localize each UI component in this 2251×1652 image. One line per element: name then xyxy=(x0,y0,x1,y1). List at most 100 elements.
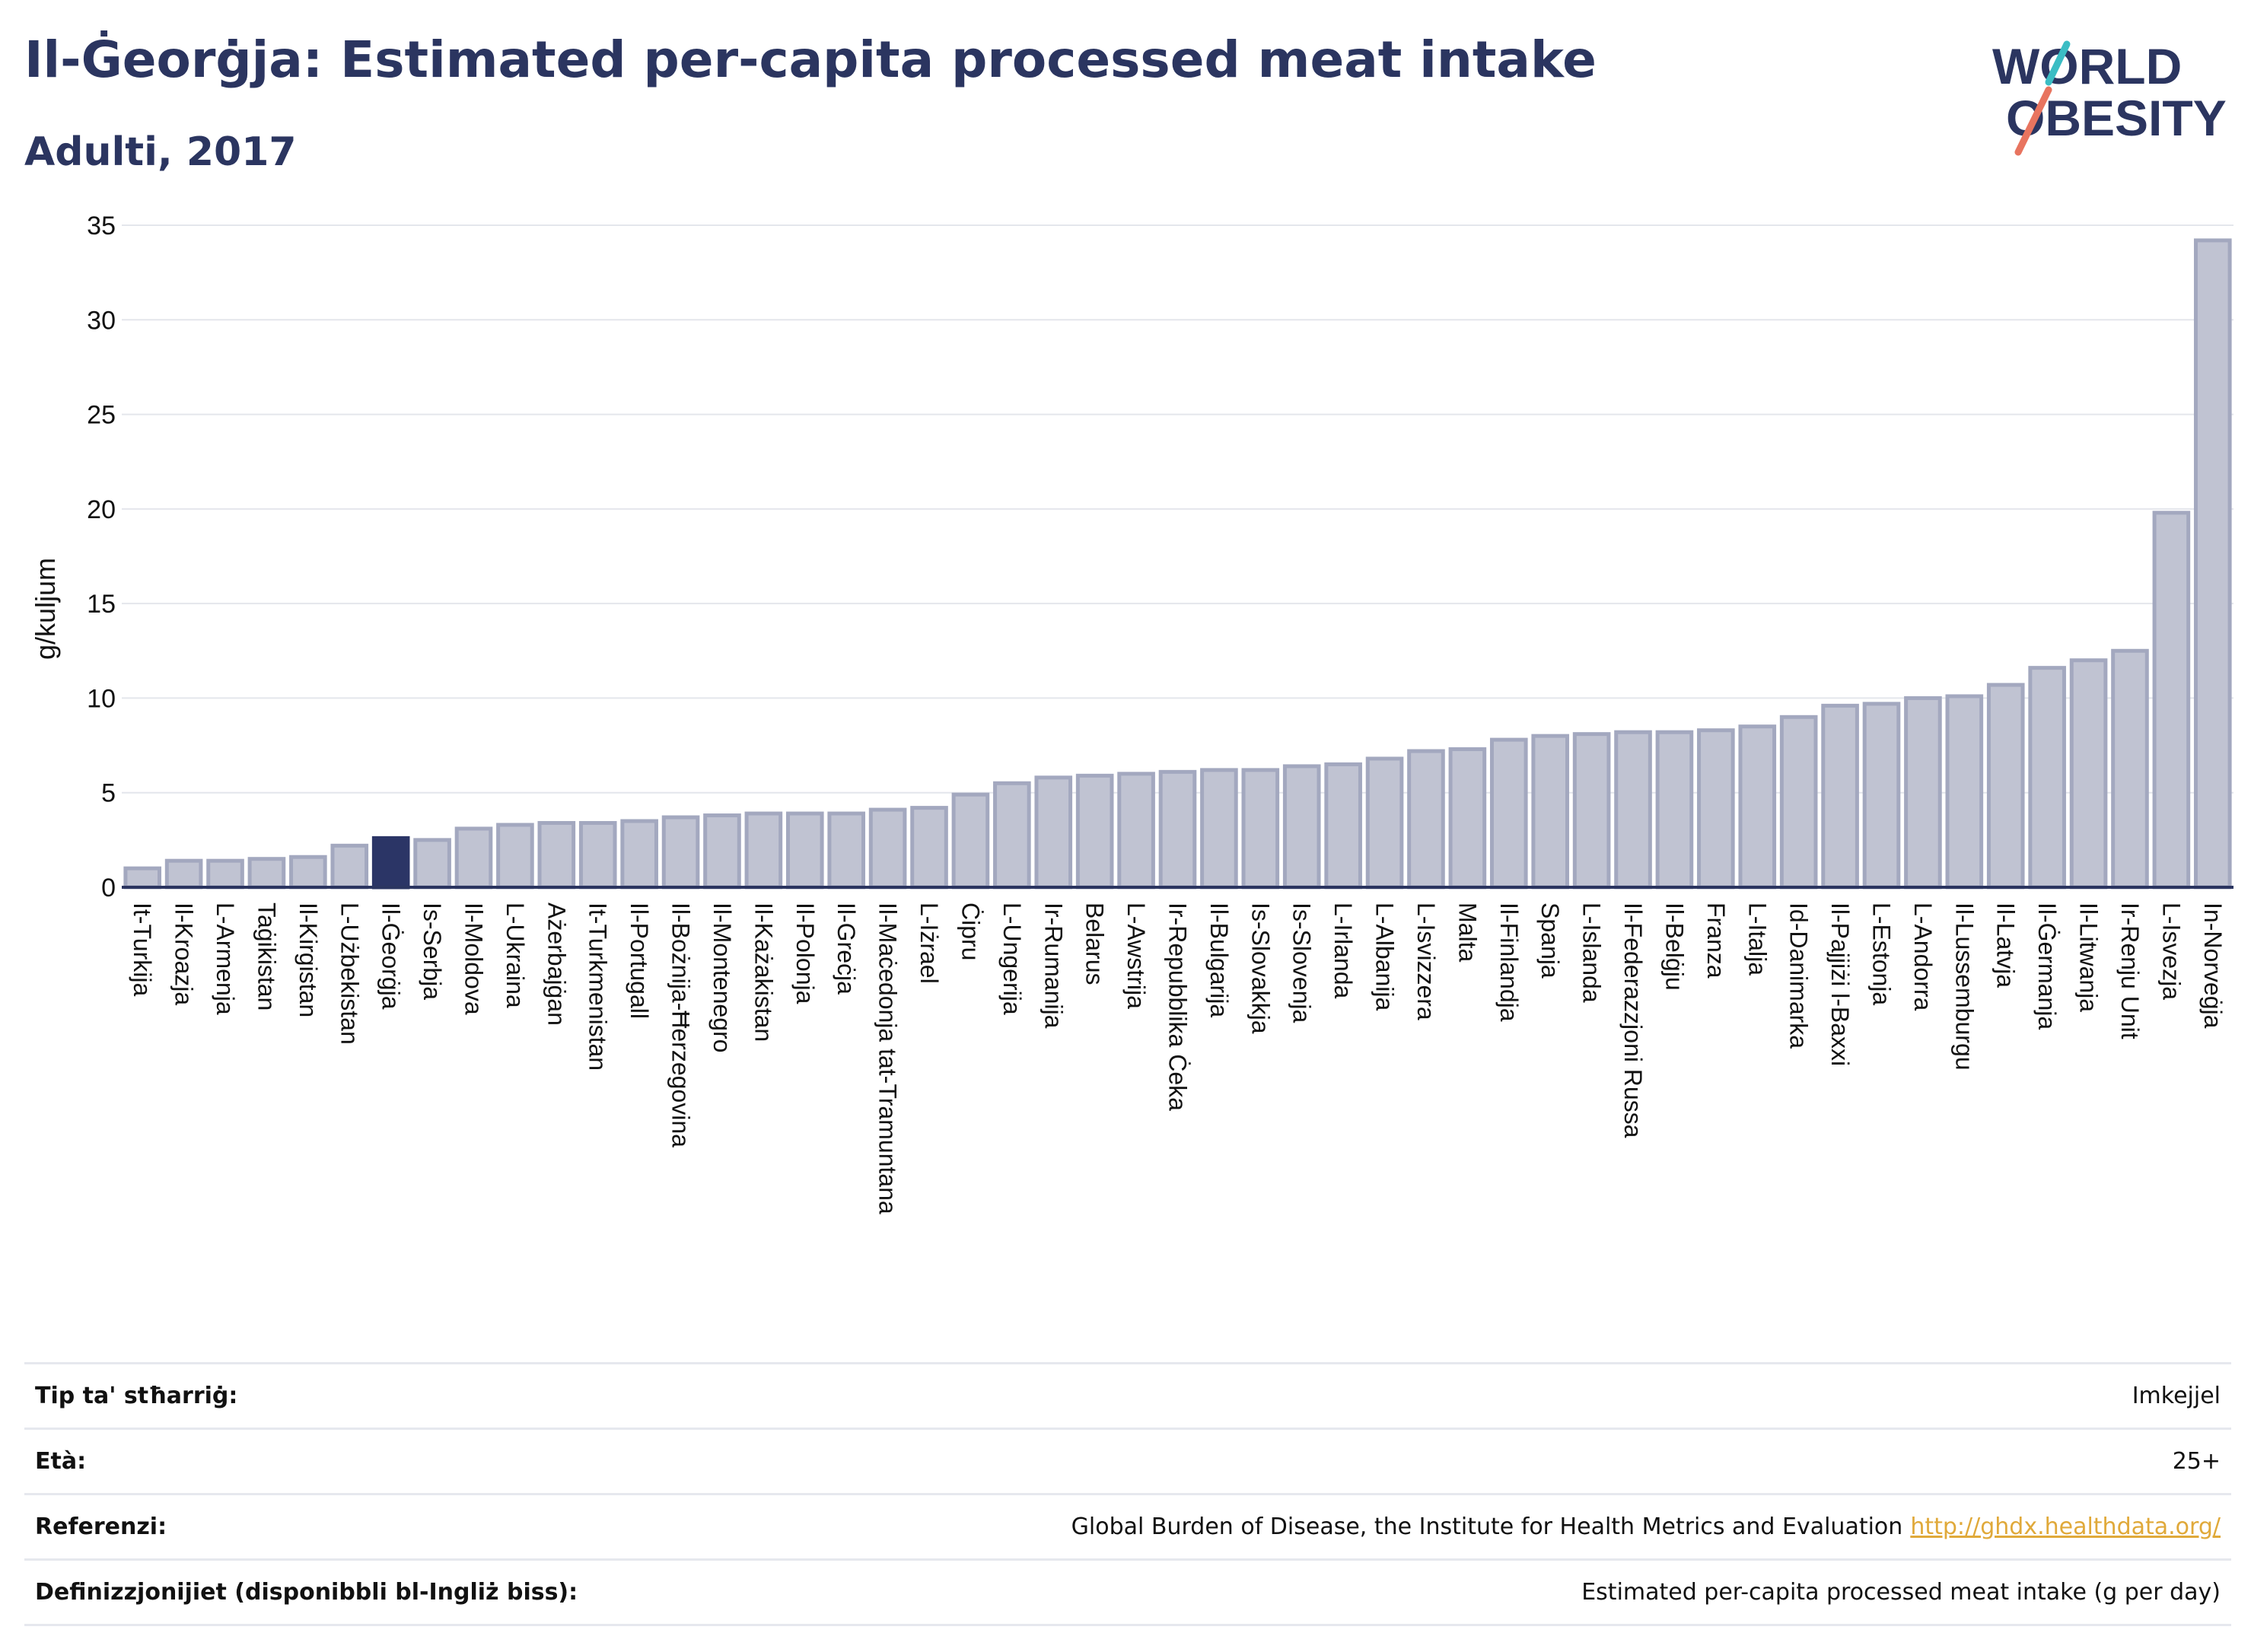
bar-Il-Polonja[interactable] xyxy=(785,811,824,890)
y-tick-label: 0 xyxy=(101,874,116,902)
bar-Ċipru[interactable] xyxy=(951,792,990,890)
x-tick-label: Il-Kroazja xyxy=(170,902,198,1005)
bar-Il-Kroazja[interactable] xyxy=(164,858,203,890)
x-tick-label: Il-Pajjiżi l-Baxxi xyxy=(1826,902,1854,1066)
y-tick-labels: 0 5 10 15 20 25 30 35 xyxy=(87,212,116,902)
bar-L-Irlanda[interactable] xyxy=(1324,762,1362,890)
info-label: Età: xyxy=(35,1448,87,1475)
bar-Il-Lussemburgu[interactable] xyxy=(1945,694,1984,890)
x-tick-label: Il-Belġju xyxy=(1660,902,1688,991)
bar-Il-Litwanja[interactable] xyxy=(2069,658,2108,890)
bar-Il-Kirgistan[interactable] xyxy=(289,855,327,890)
bar-Ir-Repubblika Ċeka[interactable] xyxy=(1158,769,1197,890)
info-value: Global Burden of Disease, the Institute … xyxy=(1071,1514,2221,1540)
bar-L-Estonja[interactable] xyxy=(1862,702,1901,890)
bar-Il-Bulgarija[interactable] xyxy=(1200,768,1238,890)
bar-Il-Montenegro[interactable] xyxy=(703,813,741,890)
bar-L-Isvezja[interactable] xyxy=(2152,511,2191,890)
x-tick-label: Belarus xyxy=(1081,902,1109,985)
x-tick-label: L-Isvizzera xyxy=(1412,902,1440,1020)
x-tick-label: Il-Ġermanja xyxy=(2033,902,2061,1030)
bar-Is-Serbja[interactable] xyxy=(413,838,451,890)
x-tick-label: Ir-Renju Unit xyxy=(2116,902,2144,1039)
x-tick-label: Il-Federazzjoni Russa xyxy=(1619,902,1647,1138)
x-tick-label: Taġikistan xyxy=(253,902,280,1011)
y-tick-label: 25 xyxy=(87,401,116,430)
bar-Il-Maċedonja tat-Tramuntana[interactable] xyxy=(868,807,907,890)
x-tick-label: Is-Slovakkja xyxy=(1246,902,1274,1034)
bar-Belarus[interactable] xyxy=(1075,773,1114,890)
x-tick-label: Il-Każakistan xyxy=(750,902,777,1042)
bar-Franza[interactable] xyxy=(1697,728,1735,890)
y-tick-label: 35 xyxy=(87,212,116,240)
bar-It-Turkija[interactable] xyxy=(123,866,162,890)
bar-L-Iżrael[interactable] xyxy=(910,806,948,890)
bar-L-Użbekistan[interactable] xyxy=(330,843,369,890)
bar-L-Islanda[interactable] xyxy=(1572,732,1611,890)
bar-Il-Latvja[interactable] xyxy=(1986,683,2025,890)
bars xyxy=(122,238,2233,890)
info-label: Definizzjonijiet (disponibbli bl-Ingliż … xyxy=(35,1579,578,1606)
x-tick-label: It-Turkija xyxy=(129,902,156,996)
bar-Il-Federazzjoni Russa[interactable] xyxy=(1614,730,1652,890)
bar-Ażerbajġan[interactable] xyxy=(537,820,576,890)
x-tick-label: Il-Maċedonja tat-Tramuntana xyxy=(874,902,902,1214)
bar-Il-Portugall[interactable] xyxy=(620,819,658,890)
bar-L-Albanija[interactable] xyxy=(1365,756,1404,890)
bar-Is-Slovenja[interactable] xyxy=(1282,764,1321,890)
x-tick-label: Ir-Repubblika Ċeka xyxy=(1164,902,1192,1111)
bar-It-Turkmenistan[interactable] xyxy=(578,820,617,890)
bar-L-Armenja[interactable] xyxy=(206,858,244,890)
x-tick-label: L-Ungerija xyxy=(998,902,1026,1015)
x-tick-label: L-Armenja xyxy=(212,902,239,1015)
bar-Ir-Rumanija[interactable] xyxy=(1034,775,1073,890)
bar-Il-Bożnija-Ħerzegovina[interactable] xyxy=(661,815,700,890)
reference-link[interactable]: http://ghdx.healthdata.org/ xyxy=(1910,1514,2221,1540)
bar-Il-Pajjiżi l-Baxxi[interactable] xyxy=(1821,703,1859,890)
bar-L-Awstrija[interactable] xyxy=(1117,772,1155,890)
info-value-text: Estimated per-capita processed meat inta… xyxy=(1581,1579,2221,1606)
x-tick-label: Il-Lussemburgu xyxy=(1950,902,1978,1071)
x-tick-label: Il-Ġeorġja xyxy=(377,902,405,1010)
bar-Il-Moldova[interactable] xyxy=(454,826,493,890)
bar-L-Ungerija[interactable] xyxy=(993,781,1031,890)
bar-Il-Finlandja[interactable] xyxy=(1489,737,1528,890)
logo-slash-coral xyxy=(2014,86,2052,156)
bar-Is-Slovakkja[interactable] xyxy=(1241,768,1280,890)
x-tick-label: Il-Bożnija-Ħerzegovina xyxy=(667,902,695,1147)
info-row: Referenzi: Global Burden of Disease, the … xyxy=(24,1493,2231,1558)
x-tick-label: Il-Latvja xyxy=(1992,902,2020,988)
info-value-text: Imkejjel xyxy=(2132,1383,2221,1409)
bar-Il-Ġermanja[interactable] xyxy=(2028,666,2066,890)
x-tick-label: Franza xyxy=(1702,902,1730,979)
y-axis-label: g/kuljum xyxy=(30,558,61,660)
bar-L-Andorra[interactable] xyxy=(1904,695,1942,890)
bar-Malta[interactable] xyxy=(1448,747,1487,890)
bar-In-Norveġja[interactable] xyxy=(2193,238,2232,890)
bar-L-Italja[interactable] xyxy=(1738,724,1777,890)
bar-Il-Greċja[interactable] xyxy=(827,811,866,890)
bar-L-Isvizzera[interactable] xyxy=(1407,749,1445,890)
bar-Id-Danimarka[interactable] xyxy=(1779,715,1818,890)
y-tick-label: 20 xyxy=(87,495,116,524)
info-value: 25+ xyxy=(2173,1448,2221,1475)
info-label: Referenzi: xyxy=(35,1514,167,1540)
x-tick-label: L-Irlanda xyxy=(1329,902,1357,999)
bar-Il-Każakistan[interactable] xyxy=(744,811,783,890)
x-tick-label: Is-Serbja xyxy=(419,902,446,1000)
x-tick-label: Il-Kirgistan xyxy=(295,902,322,1017)
x-tick-label: In-Norveġja xyxy=(2199,902,2227,1029)
x-tick-labels: It-Turkija Il-Kroazja L-Armenja Taġikistan I… xyxy=(129,902,2227,1214)
bar-L-Ukraina[interactable] xyxy=(496,823,534,890)
world-obesity-logo: WORLD OBESITY xyxy=(1992,38,2227,156)
x-tick-label: Il-Polonja xyxy=(791,902,819,1004)
bar-Ir-Renju Unit[interactable] xyxy=(2111,648,2149,890)
bar-Il-Ġeorġja[interactable] xyxy=(371,836,410,890)
bar-Il-Belġju[interactable] xyxy=(1655,730,1694,890)
x-tick-label: Ir-Rumanija xyxy=(1040,902,1067,1029)
bar-Taġikistan[interactable] xyxy=(247,857,286,890)
bar-Spanja[interactable] xyxy=(1531,734,1570,890)
info-value: Imkejjel xyxy=(2132,1383,2221,1409)
x-tick-label: L-Andorra xyxy=(1909,902,1937,1011)
x-tick-label: Il-Moldova xyxy=(460,902,488,1015)
